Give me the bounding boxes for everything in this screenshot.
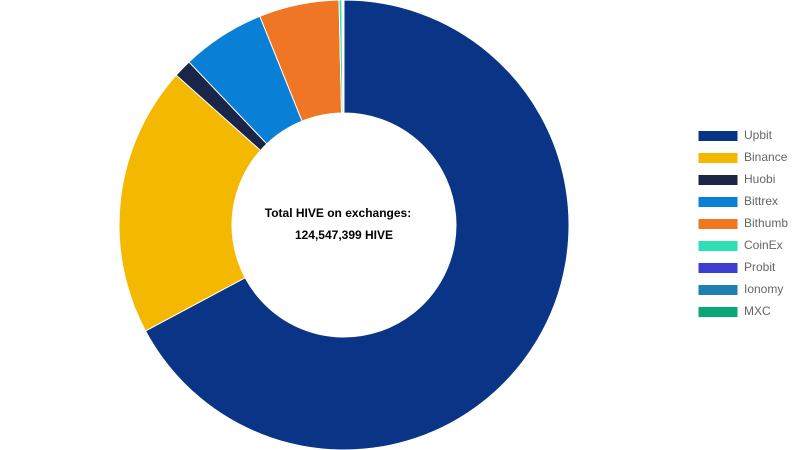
legend-label: Huobi — [744, 172, 775, 186]
legend-label: Ionomy — [744, 282, 783, 296]
center-title: Total HIVE on exchanges: — [265, 206, 411, 220]
legend-label: Probit — [744, 260, 776, 274]
legend-swatch — [697, 284, 739, 296]
legend-swatch — [697, 174, 739, 186]
donut-slice — [342, 0, 345, 114]
legend-label: MXC — [744, 304, 771, 318]
legend-swatch — [697, 306, 739, 318]
legend-swatch — [697, 240, 739, 252]
legend-label: CoinEx — [744, 238, 783, 252]
legend-swatch — [697, 218, 739, 230]
legend-label: Binance — [744, 150, 788, 164]
legend-swatch — [697, 152, 739, 164]
legend-label: Bithumb — [744, 216, 788, 230]
center-value: 124,547,399 HIVE — [295, 228, 393, 242]
legend-label: Upbit — [744, 128, 773, 142]
donut-slice — [144, 0, 570, 450]
legend-swatch — [697, 262, 739, 274]
legend-swatch — [697, 130, 739, 142]
legend-swatch — [697, 196, 739, 208]
donut-slice — [118, 74, 262, 332]
legend-label: Bittrex — [744, 194, 778, 208]
